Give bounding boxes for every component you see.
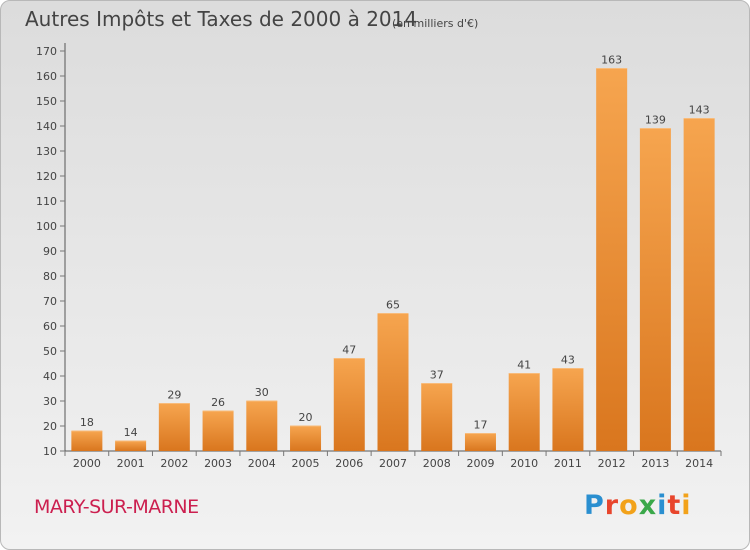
bar[interactable] [552,368,584,452]
commune-name: MARY-SUR-MARNE [34,496,199,518]
bar[interactable] [333,358,365,452]
x-tick-label: 2012 [598,457,626,470]
bar[interactable] [464,433,496,452]
logo-letter: x [638,490,658,521]
x-tick-label: 2009 [466,457,494,470]
y-tick-label: 10 [43,445,57,458]
x-tick-label: 2002 [160,457,188,470]
x-tick-label: 2011 [554,457,582,470]
y-tick-label: 130 [36,145,57,158]
data-label: 139 [645,114,666,127]
data-label: 65 [386,299,400,312]
chart-title: Autres Impôts et Taxes de 2000 à 2014 [25,7,418,31]
x-tick-label: 2007 [379,457,407,470]
bar[interactable] [508,373,540,452]
x-tick-label: 2003 [204,457,232,470]
data-label: 41 [517,359,531,372]
data-labels: 18 14 29 26 30 20 47 65 37 17 41 43 163 139 143 [80,54,710,440]
y-tick-label: 40 [43,370,57,383]
bar[interactable] [377,313,409,452]
x-tick-label: 2010 [510,457,538,470]
y-tick-label: 20 [43,420,57,433]
data-label: 47 [342,344,356,357]
bar[interactable] [202,411,234,451]
data-label: 14 [124,426,138,439]
logo-letter: P [584,490,605,521]
x-tick-label: 2000 [73,457,101,470]
y-tick-label: 30 [43,395,57,408]
x-tick-label: 2001 [117,457,145,470]
logo-letter: o [619,490,639,521]
bar[interactable] [115,441,147,451]
x-tick-label: 2004 [248,457,276,470]
y-axis: 10 20 30 40 50 60 70 80 90 100 110 120 130 140 150 160 1… [36,43,66,458]
logo-letter: i [681,490,692,521]
bar[interactable] [246,401,278,451]
data-label: 143 [689,104,710,117]
bar[interactable] [683,118,715,452]
data-label: 29 [167,389,181,402]
logo-letter: t [667,490,682,521]
y-tick-label: 80 [43,270,57,283]
bar[interactable] [596,68,628,452]
proxiti-logo[interactable]: Proxiti [584,490,692,521]
data-label: 43 [561,354,575,367]
y-tick-label: 150 [36,95,57,108]
bars [71,68,715,452]
x-tick-label: 2014 [685,457,713,470]
bar[interactable] [71,431,103,451]
data-label: 37 [430,369,444,382]
bar[interactable] [290,426,322,451]
data-label: 17 [473,419,487,432]
y-tick-label: 100 [36,220,57,233]
data-label: 20 [299,411,313,424]
data-label: 26 [211,396,225,409]
x-tick-label: 2013 [641,457,669,470]
bar[interactable] [639,128,671,452]
y-tick-label: 170 [36,45,57,58]
x-tick-label: 2005 [292,457,320,470]
logo-letter: r [604,490,620,521]
data-label: 30 [255,386,269,399]
y-tick-label: 110 [36,195,57,208]
y-tick-label: 160 [36,70,57,83]
x-tick-label: 2008 [423,457,451,470]
bar[interactable] [421,383,453,452]
y-tick-label: 90 [43,245,57,258]
y-tick-label: 60 [43,320,57,333]
y-tick-label: 50 [43,345,57,358]
y-tick-label: 70 [43,295,57,308]
chart-subtitle: (en milliers d'€) [392,17,479,30]
x-axis: 2000 2001 2002 2003 2004 2005 2006 2007 2008 2009… [64,450,722,470]
data-label: 18 [80,416,94,429]
y-tick-label: 120 [36,170,57,183]
logo-letter: i [657,490,668,521]
bar[interactable] [158,403,190,452]
data-label: 163 [601,54,622,67]
x-tick-label: 2006 [335,457,363,470]
y-tick-label: 140 [36,120,57,133]
